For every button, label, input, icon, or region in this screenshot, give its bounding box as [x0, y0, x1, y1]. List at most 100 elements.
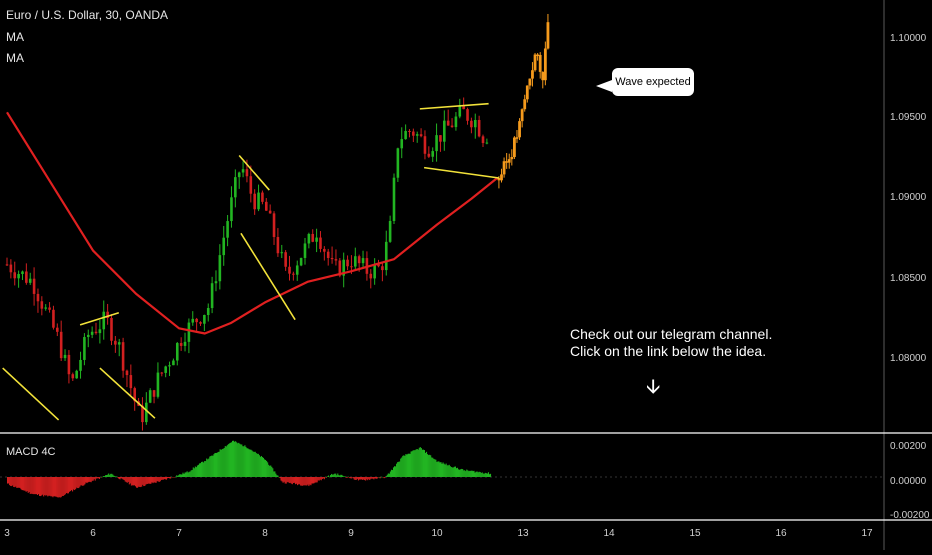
- macd-bar: [41, 477, 43, 496]
- macd-bar: [316, 477, 318, 483]
- candle-body: [280, 252, 284, 254]
- macd-bar: [107, 474, 109, 477]
- candle-body: [141, 405, 144, 423]
- macd-bar: [449, 466, 451, 477]
- macd-bar: [82, 477, 84, 486]
- macd-bar: [61, 477, 63, 496]
- macd-bar: [474, 472, 476, 477]
- macd-bar: [441, 463, 443, 477]
- macd-bar: [53, 477, 55, 497]
- macd-bar: [345, 477, 347, 478]
- macd-bar: [151, 477, 153, 483]
- macd-bar: [274, 471, 276, 477]
- macd-bar: [84, 477, 86, 485]
- macd-bar: [231, 440, 234, 477]
- macd-bar: [125, 477, 127, 483]
- macd-bar: [236, 442, 238, 477]
- macd-bar: [179, 474, 181, 477]
- candle-body: [384, 241, 388, 271]
- macd-bar: [153, 477, 155, 483]
- candle-body: [210, 283, 214, 309]
- macd-bar: [113, 475, 115, 477]
- macd-bar: [144, 477, 146, 487]
- macd-bar: [157, 477, 159, 482]
- macd-bar: [159, 477, 161, 482]
- macd-bar: [19, 477, 21, 488]
- macd-bar: [11, 477, 13, 487]
- macd-bar: [338, 475, 340, 477]
- macd-bar: [454, 466, 456, 477]
- macd-bar: [413, 450, 415, 477]
- macd-bar: [255, 453, 257, 477]
- macd-bar: [296, 477, 299, 486]
- macd-bar: [226, 445, 228, 477]
- candle-body: [25, 271, 28, 283]
- macd-bar: [278, 476, 280, 478]
- macd-bar: [439, 462, 441, 477]
- macd-bar: [326, 476, 329, 477]
- macd-bar: [395, 466, 397, 477]
- macd-bar: [10, 477, 12, 486]
- macd-bar: [270, 465, 272, 477]
- macd-bar: [355, 477, 357, 480]
- macd-bar: [353, 477, 355, 480]
- candle-body: [145, 402, 148, 423]
- macd-bar: [284, 477, 286, 484]
- macd-bar: [57, 477, 59, 498]
- candle-body: [377, 264, 380, 267]
- macd-bar: [70, 477, 73, 491]
- candle-body: [315, 237, 318, 242]
- macd-bar: [424, 452, 427, 477]
- macd-bar: [36, 477, 39, 496]
- macd-bar: [389, 471, 391, 477]
- time-tick-6: 10: [431, 528, 443, 539]
- macd-bar: [112, 474, 114, 477]
- macd-bar: [114, 476, 116, 477]
- macd-bar: [475, 471, 477, 477]
- candle-body: [326, 251, 330, 258]
- macd-bar: [90, 477, 92, 483]
- macd-bar: [457, 469, 460, 477]
- macd-bar: [259, 456, 261, 477]
- macd-bar: [15, 477, 17, 487]
- macd-bar: [436, 461, 438, 477]
- candle-body: [71, 374, 75, 379]
- macd-bar: [256, 453, 258, 477]
- macd-bar: [237, 443, 239, 477]
- macd-bar: [303, 477, 305, 486]
- macd-bar: [308, 477, 310, 487]
- candle-body: [284, 252, 287, 267]
- macd-bar: [271, 466, 273, 477]
- trendline: [419, 102, 489, 110]
- time-tick-8: 14: [603, 528, 615, 539]
- macd-bar: [76, 477, 78, 488]
- macd-bar: [289, 477, 291, 483]
- macd-bar: [261, 457, 264, 477]
- macd-bar: [365, 477, 367, 481]
- projection-candle: [541, 71, 545, 81]
- macd-bar: [181, 474, 183, 477]
- candle-body: [473, 119, 477, 128]
- macd-bar: [314, 477, 316, 483]
- macd-bar: [472, 471, 474, 477]
- macd-bar: [227, 444, 229, 477]
- macd-bar: [339, 475, 341, 477]
- macd-bar: [48, 477, 50, 496]
- macd-bar: [322, 477, 324, 479]
- macd-bar: [109, 474, 111, 477]
- macd-bar: [149, 477, 151, 484]
- trendline: [2, 367, 60, 421]
- macd-bar: [8, 477, 10, 484]
- candle-body: [117, 342, 121, 345]
- macd-bar: [331, 473, 333, 477]
- macd-tick-2: 0.00000: [890, 476, 927, 487]
- macd-bar: [302, 477, 304, 486]
- projection-candle: [538, 54, 542, 72]
- candle-body: [323, 248, 326, 252]
- macd-bar: [487, 472, 490, 477]
- candle-body: [443, 120, 446, 142]
- projection-candle: [505, 161, 509, 163]
- macd-bar: [127, 477, 129, 482]
- trendline: [99, 367, 156, 419]
- macd-bar: [167, 477, 170, 478]
